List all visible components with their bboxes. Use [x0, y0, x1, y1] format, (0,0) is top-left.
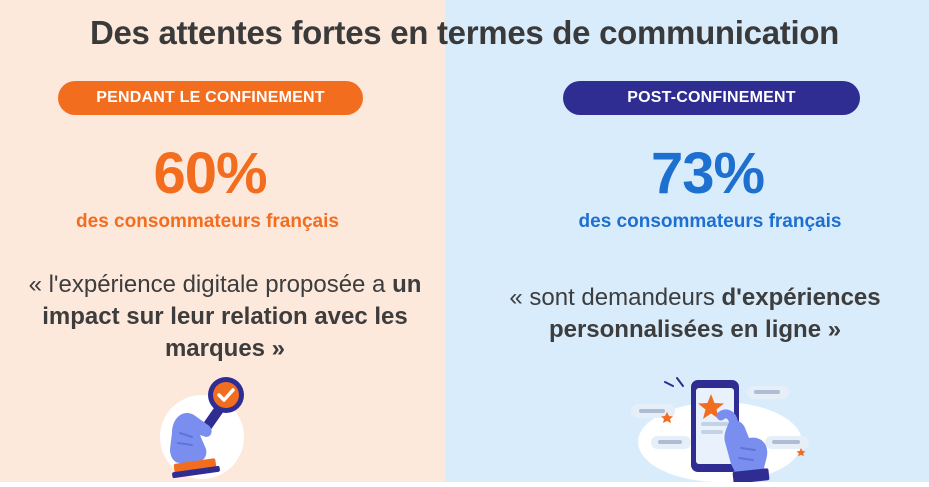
quote-left-bold: un impact sur leur relation avec les mar… — [42, 271, 422, 362]
right-panel — [445, 0, 929, 482]
subtitle-right: des consommateurs français — [578, 211, 842, 232]
quote-right: « sont demandeurs d'expériences personna… — [470, 282, 920, 346]
badge-post-confinement: POST-CONFINEMENT — [563, 81, 860, 115]
quote-right-start: « sont demandeurs — [509, 284, 722, 311]
subtitle-left: des consommateurs français — [76, 211, 339, 232]
quote-right-end: » — [821, 316, 842, 343]
magnifier-check-icon — [150, 375, 260, 482]
stat-left: 60% — [153, 141, 267, 206]
badge-pendant-confinement: PENDANT LE CONFINEMENT — [58, 81, 363, 115]
quote-left: « l'expérience digitale proposée a un im… — [10, 269, 440, 365]
phone-star-icon — [625, 372, 820, 484]
quote-right-bold: d'expériences personnalisées en ligne — [548, 284, 881, 343]
quote-left-end: » — [265, 335, 286, 362]
page-title: Des attentes fortes en termes de communi… — [89, 14, 840, 51]
stat-right: 73% — [650, 141, 765, 206]
quote-left-start: « l'expérience digitale proposée a — [28, 271, 393, 298]
